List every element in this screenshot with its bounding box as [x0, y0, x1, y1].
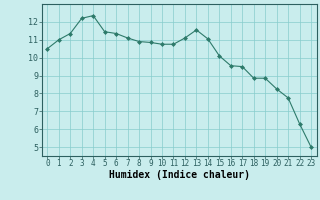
X-axis label: Humidex (Indice chaleur): Humidex (Indice chaleur) [109, 170, 250, 180]
